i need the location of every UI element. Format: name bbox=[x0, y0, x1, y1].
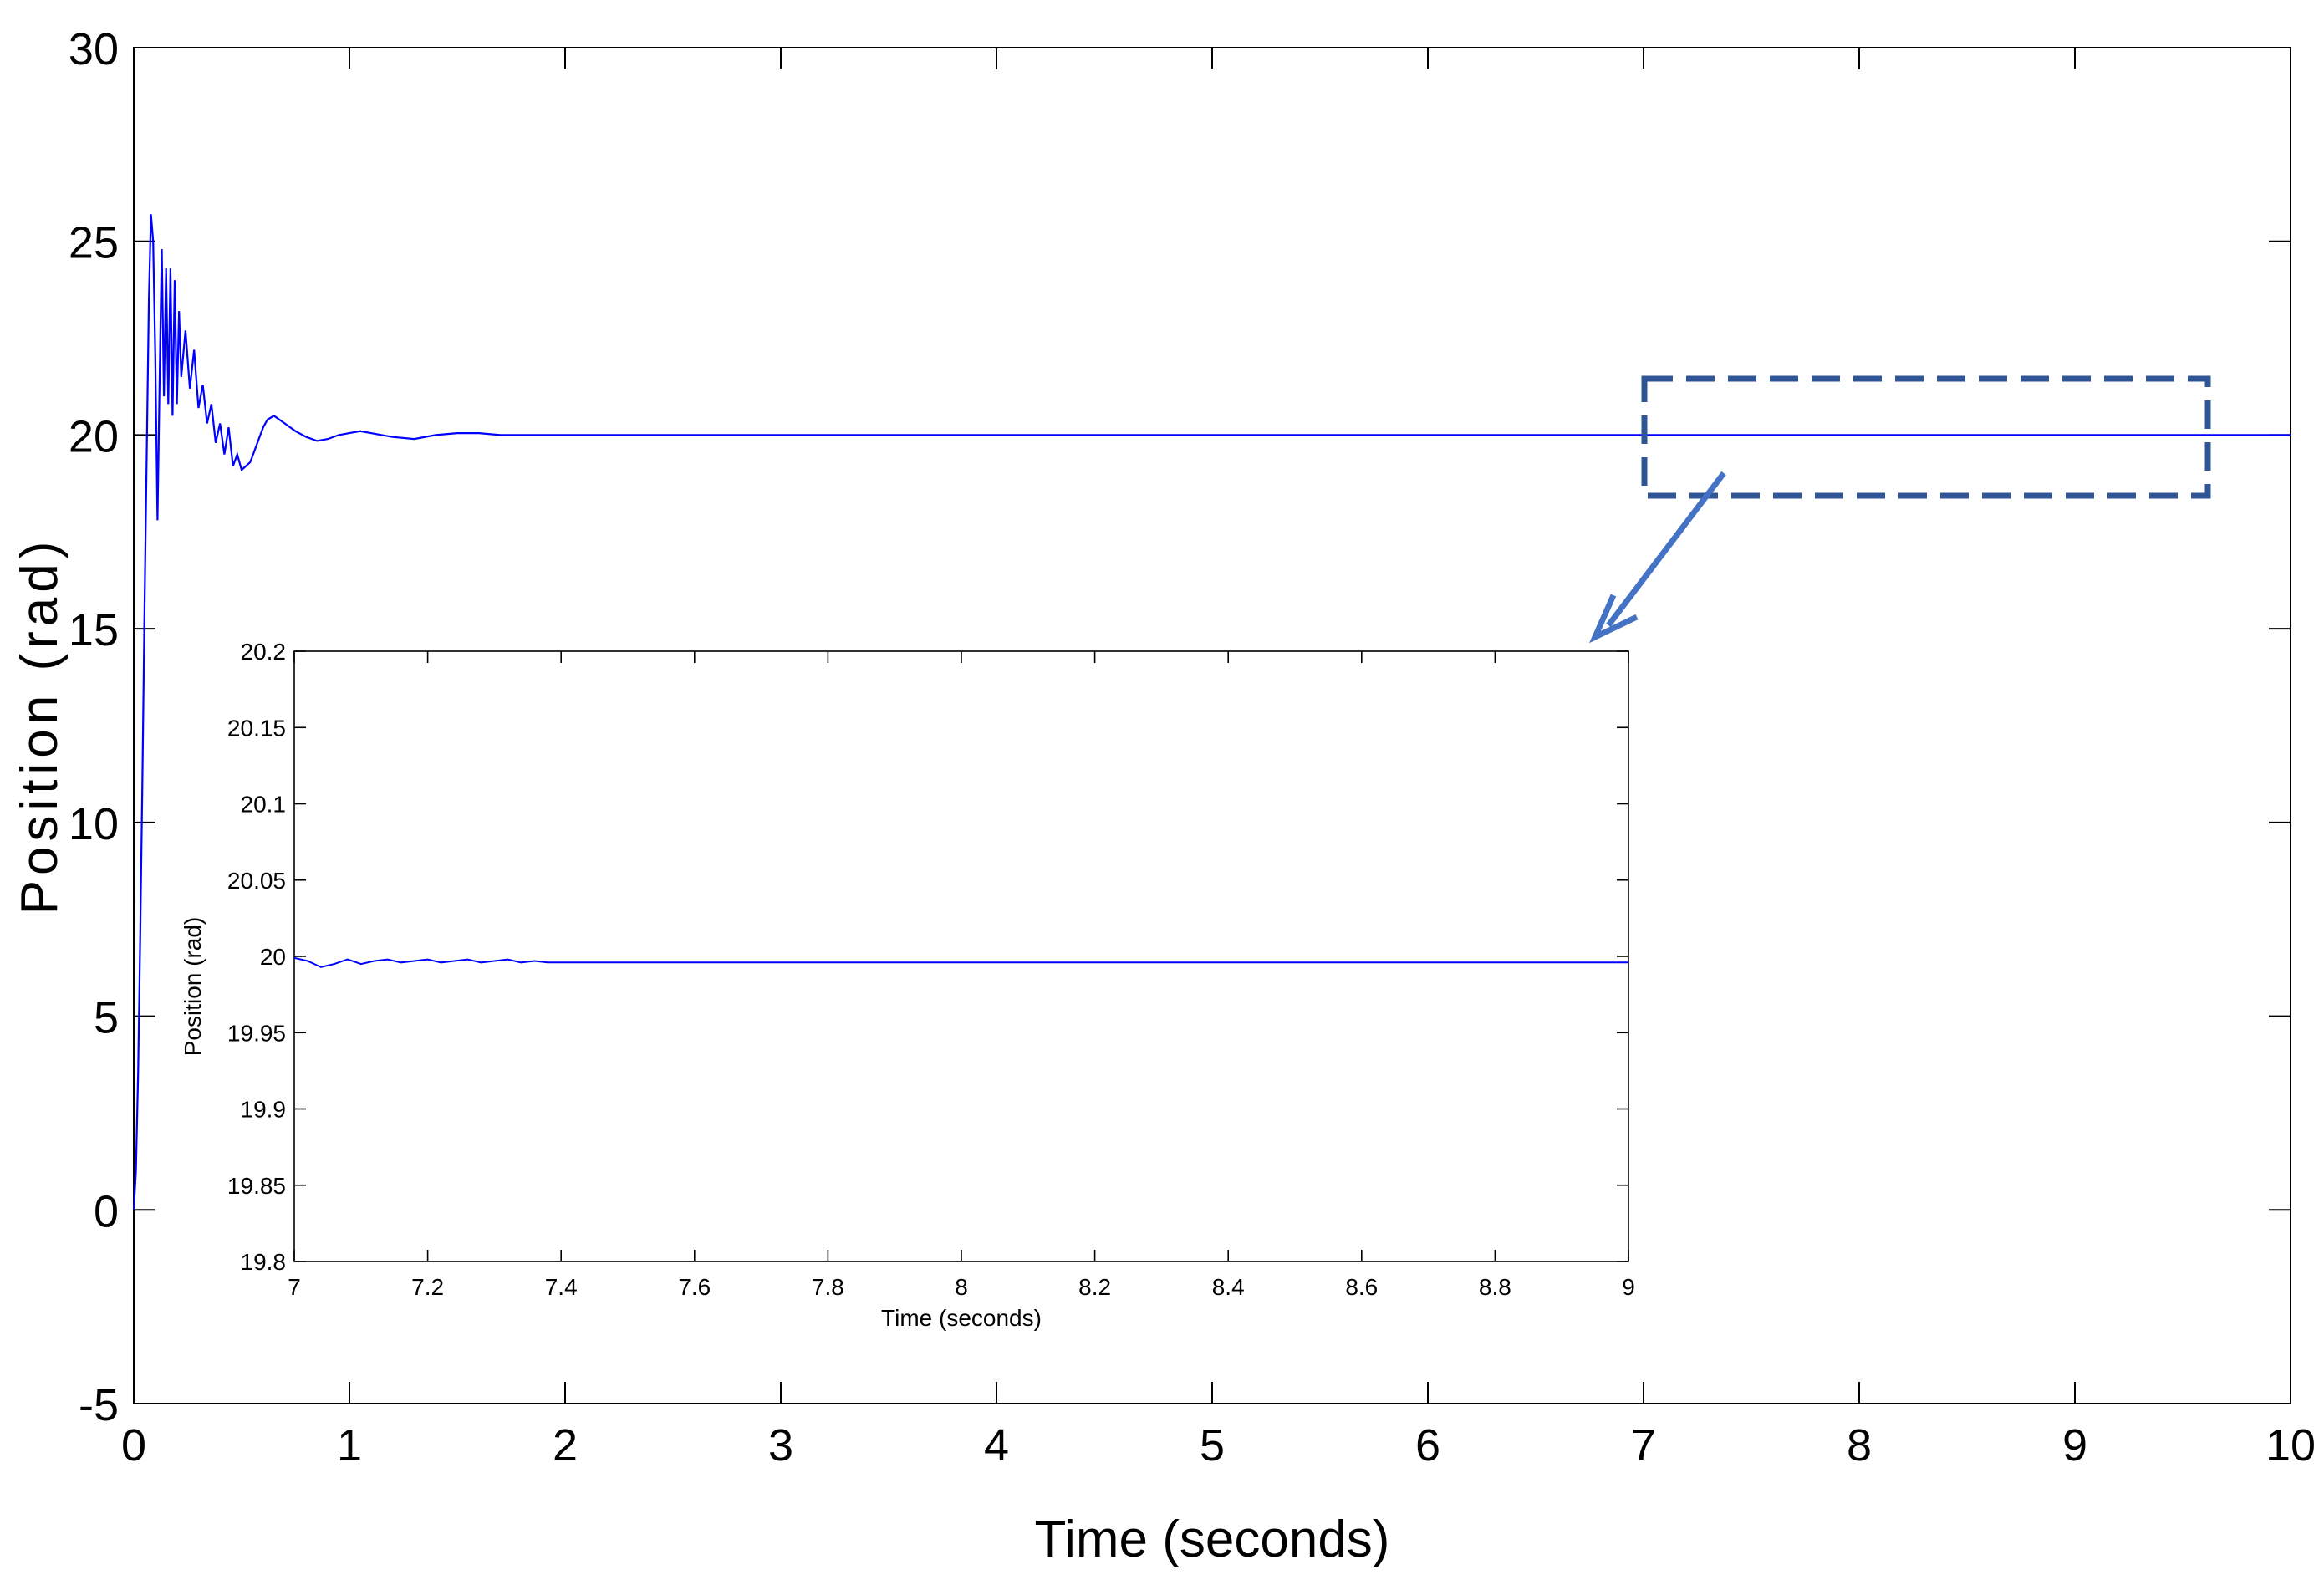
inset-axis-ticks bbox=[293, 650, 1629, 1262]
inset-xtick-label: 9 bbox=[1622, 1274, 1635, 1300]
inset-tick-labels: 7 7.2 7.4 7.6 7.8 8 8.2 8.4 8.6 8.8 9 19.8 19.85 19.9… bbox=[227, 639, 1635, 1300]
inset-xtick-label: 7.2 bbox=[411, 1274, 444, 1300]
inset-ytick-label: 20.2 bbox=[241, 639, 287, 665]
inset-ytick-label: 20 bbox=[260, 944, 286, 970]
inset-xtick-label: 8 bbox=[955, 1274, 968, 1300]
zoom-arrow-line bbox=[1606, 471, 1726, 628]
inset-xtick-label: 7.8 bbox=[812, 1274, 844, 1300]
main-ytick-label: 0 bbox=[94, 1186, 119, 1236]
inset-ytick-label: 20.15 bbox=[227, 715, 286, 741]
inset-y-axis-label: Position (rad) bbox=[180, 917, 206, 1057]
main-ytick-label: 10 bbox=[69, 799, 119, 849]
inset-ytick-label: 19.95 bbox=[227, 1020, 286, 1046]
main-xtick-label: 4 bbox=[984, 1420, 1009, 1470]
main-x-axis-label: Time (seconds) bbox=[1035, 1511, 1390, 1568]
main-xtick-label: 0 bbox=[121, 1420, 146, 1470]
main-ytick-label: 15 bbox=[69, 605, 119, 655]
main-xtick-label: 6 bbox=[1415, 1420, 1440, 1470]
main-ytick-label: 5 bbox=[94, 993, 119, 1043]
main-ytick-label: 30 bbox=[69, 24, 119, 74]
zoom-arrow bbox=[1588, 471, 1726, 644]
inset-plot-frame bbox=[293, 650, 1629, 1262]
inset-xtick-label: 7 bbox=[288, 1274, 301, 1300]
inset-ytick-label: 20.1 bbox=[241, 792, 287, 818]
zoom-arrow-head bbox=[1588, 594, 1639, 644]
inset-plot: 7 7.2 7.4 7.6 7.8 8 8.2 8.4 8.6 8.8 9 19.8 19.85 19.9… bbox=[180, 639, 1635, 1331]
main-xtick-label: 7 bbox=[1631, 1420, 1656, 1470]
inset-ytick-label: 19.8 bbox=[241, 1249, 287, 1275]
main-xtick-label: 2 bbox=[553, 1420, 578, 1470]
main-xtick-label: 8 bbox=[1847, 1420, 1872, 1470]
inset-xtick-label: 8.2 bbox=[1078, 1274, 1111, 1300]
inset-xtick-label: 7.6 bbox=[678, 1274, 711, 1300]
main-xtick-label: 5 bbox=[1200, 1420, 1225, 1470]
main-y-axis-label: Position (rad) bbox=[11, 537, 69, 915]
inset-xtick-label: 8.8 bbox=[1479, 1274, 1511, 1300]
inset-xtick-label: 7.4 bbox=[545, 1274, 578, 1300]
main-xtick-label: 10 bbox=[2265, 1420, 2316, 1470]
inset-ytick-label: 20.05 bbox=[227, 868, 286, 894]
inset-xtick-label: 8.6 bbox=[1345, 1274, 1378, 1300]
inset-ytick-label: 19.85 bbox=[227, 1173, 286, 1199]
main-ytick-label: 20 bbox=[69, 411, 119, 461]
main-ytick-label: 25 bbox=[69, 218, 119, 268]
inset-series-line bbox=[293, 956, 1628, 968]
main-ytick-label: -5 bbox=[79, 1380, 119, 1430]
main-xtick-label: 3 bbox=[768, 1420, 793, 1470]
inset-x-axis-label: Time (seconds) bbox=[881, 1305, 1042, 1331]
main-series-line bbox=[132, 214, 2291, 1210]
main-xtick-label: 1 bbox=[337, 1420, 362, 1470]
zoom-region-box bbox=[1641, 375, 2211, 499]
inset-xtick-label: 8.4 bbox=[1212, 1274, 1245, 1300]
inset-ytick-label: 19.9 bbox=[241, 1097, 287, 1123]
main-xtick-label: 9 bbox=[2062, 1420, 2087, 1470]
